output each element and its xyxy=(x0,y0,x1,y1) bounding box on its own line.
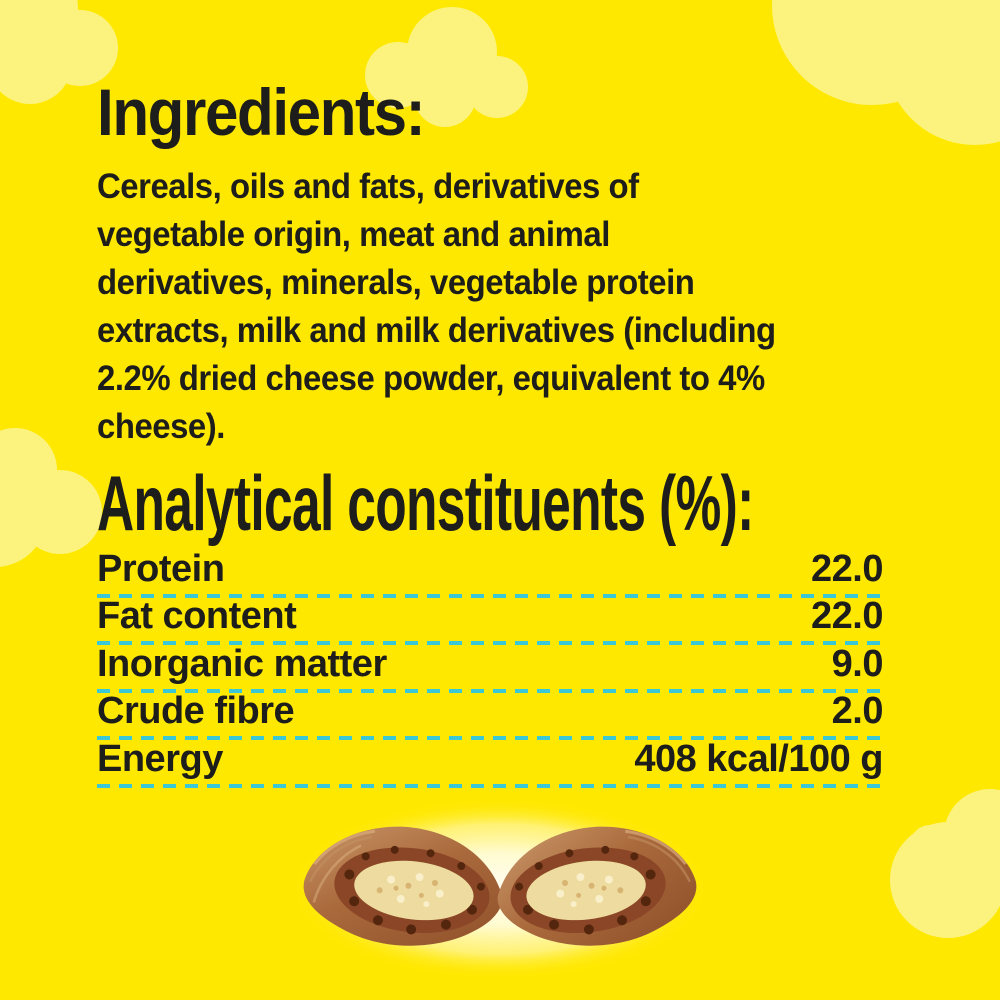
analytical-row-fat-content: Fat content 22.0 xyxy=(97,595,883,645)
analytical-row-crude-fibre: Crude fibre 2.0 xyxy=(97,690,884,740)
row-label: Inorganic matter xyxy=(97,642,387,685)
analytical-row-energy: Energy 408 kcal/100 g xyxy=(97,737,883,788)
ingredients-line: cheese). xyxy=(97,407,225,446)
treat-image xyxy=(292,799,708,979)
ingredients-line: derivatives, minerals, vegetable protein xyxy=(97,263,695,302)
row-value: 9.0 xyxy=(831,642,884,685)
cloud-decoration-bottom-right xyxy=(880,780,1000,950)
ingredients-text: Cereals, oils and fats, derivatives of v… xyxy=(97,163,776,451)
analytical-row-inorganic-matter: Inorganic matter 9.0 xyxy=(97,642,884,693)
cloud-decoration-top-center xyxy=(360,0,540,130)
row-label: Protein xyxy=(97,547,225,590)
ingredients-line: vegetable origin, meat and animal xyxy=(97,215,610,254)
row-value: 408 kcal/100 g xyxy=(634,737,883,780)
row-value: 2.0 xyxy=(831,690,884,732)
ingredients-line: extracts, milk and milk derivatives (inc… xyxy=(97,311,776,350)
row-label: Fat content xyxy=(97,595,297,637)
row-label: Crude fibre xyxy=(97,690,295,732)
row-value: 22.0 xyxy=(811,547,883,590)
analytical-row-protein: Protein 22.0 xyxy=(97,547,883,598)
dashed-divider xyxy=(97,688,883,693)
cloud-decoration-left-middle xyxy=(0,425,110,570)
ingredients-line: Cereals, oils and fats, derivatives of xyxy=(97,167,639,206)
analytical-table: Protein 22.0 Fat content 22.0 Inorganic … xyxy=(97,547,884,788)
analytical-heading: Analytical constituents (%): xyxy=(97,459,754,547)
dashed-divider xyxy=(97,641,883,645)
dashed-divider xyxy=(97,593,883,598)
cloud-decoration-top-right xyxy=(770,0,1000,150)
ingredients-heading: Ingredients: xyxy=(97,75,426,149)
dashed-divider xyxy=(97,783,883,788)
cloud-decoration-top-left xyxy=(0,0,130,110)
row-label: Energy xyxy=(97,737,223,780)
row-value: 22.0 xyxy=(811,595,883,637)
dashed-divider xyxy=(97,736,883,740)
ingredients-line: 2.2% dried cheese powder, equivalent to … xyxy=(97,359,765,398)
